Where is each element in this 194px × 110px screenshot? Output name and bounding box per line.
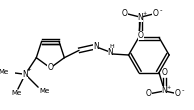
- Text: +: +: [166, 85, 170, 90]
- Text: -: -: [182, 87, 184, 93]
- Text: N: N: [22, 70, 28, 79]
- Text: Me: Me: [39, 88, 49, 94]
- Text: O: O: [47, 63, 53, 72]
- Text: N: N: [93, 42, 99, 51]
- Text: N: N: [138, 13, 143, 22]
- Text: N: N: [107, 48, 113, 57]
- Text: O: O: [146, 89, 152, 98]
- Text: +: +: [142, 11, 146, 16]
- Text: O: O: [122, 9, 128, 18]
- Text: Me: Me: [0, 69, 9, 75]
- Text: O: O: [162, 68, 167, 77]
- Text: H: H: [110, 44, 115, 49]
- Text: -: -: [160, 7, 162, 13]
- Text: O: O: [138, 31, 144, 40]
- Text: O: O: [174, 89, 180, 98]
- Text: N: N: [162, 86, 167, 95]
- Text: O: O: [152, 9, 158, 18]
- Text: +: +: [27, 67, 31, 72]
- Text: Me: Me: [12, 90, 22, 96]
